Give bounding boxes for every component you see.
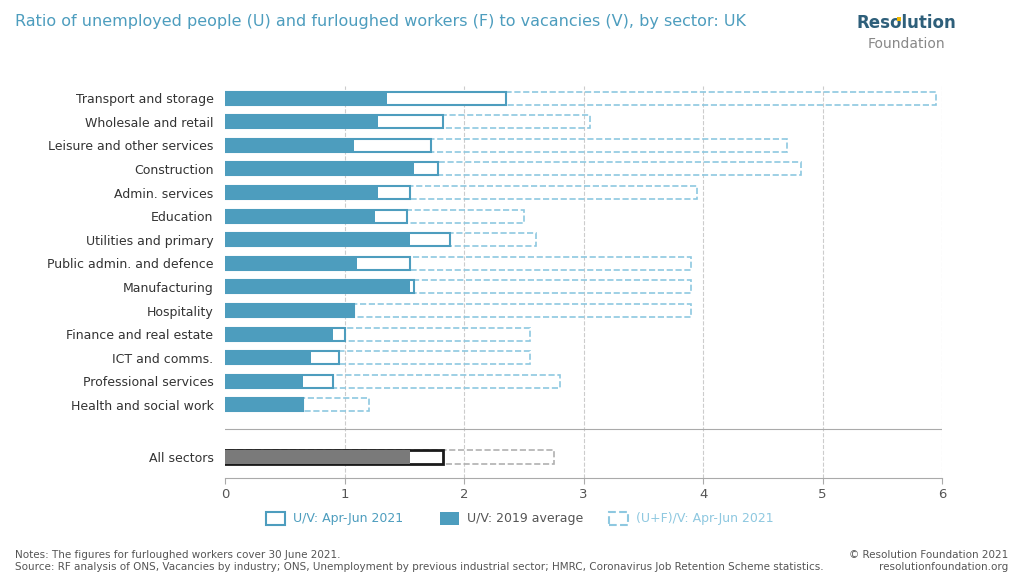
Bar <box>225 257 356 270</box>
Bar <box>225 257 411 270</box>
Bar <box>225 257 691 270</box>
Text: U/V: Apr-Jun 2021: U/V: Apr-Jun 2021 <box>293 512 403 525</box>
Bar <box>225 115 590 128</box>
Bar <box>225 328 345 340</box>
Bar <box>225 162 801 176</box>
Bar <box>225 450 442 464</box>
Bar <box>225 139 354 152</box>
Bar <box>225 210 524 223</box>
Bar <box>225 233 450 247</box>
Bar <box>225 281 414 293</box>
Bar <box>225 328 333 340</box>
Bar <box>225 304 354 317</box>
Bar <box>225 399 303 411</box>
Bar <box>225 210 407 223</box>
Bar <box>225 115 442 128</box>
Bar <box>225 450 554 464</box>
Bar <box>225 399 303 411</box>
Bar <box>225 328 530 340</box>
Bar <box>225 351 311 364</box>
Bar <box>225 210 375 223</box>
Bar <box>225 186 378 199</box>
Bar <box>225 186 411 199</box>
Text: (U+F)/V: Apr-Jun 2021: (U+F)/V: Apr-Jun 2021 <box>636 512 773 525</box>
Bar <box>225 399 369 411</box>
Bar <box>225 375 333 388</box>
Bar <box>225 139 431 152</box>
Bar <box>225 139 786 152</box>
Text: Notes: The figures for furloughed workers cover 30 June 2021.
Source: RF analysi: Notes: The figures for furloughed worker… <box>15 550 824 571</box>
Text: Foundation: Foundation <box>867 37 945 51</box>
Bar <box>225 115 378 128</box>
Bar <box>225 351 339 364</box>
Bar <box>225 281 411 293</box>
Bar <box>225 92 936 105</box>
Bar <box>225 304 691 317</box>
Bar <box>225 92 506 105</box>
Bar <box>225 186 697 199</box>
Bar <box>225 162 438 176</box>
Text: Ratio of unemployed people (U) and furloughed workers (F) to vacancies (V), by s: Ratio of unemployed people (U) and furlo… <box>15 14 746 29</box>
Bar <box>225 375 303 388</box>
Bar <box>225 375 560 388</box>
Bar <box>225 351 530 364</box>
Bar <box>225 304 354 317</box>
Bar <box>225 281 691 293</box>
Text: Resolution: Resolution <box>856 14 956 32</box>
Bar <box>225 92 387 105</box>
Text: © Resolution Foundation 2021
resolutionfoundation.org: © Resolution Foundation 2021 resolutionf… <box>849 550 1009 571</box>
Bar <box>225 450 411 464</box>
Bar <box>225 233 411 247</box>
Bar <box>225 233 536 247</box>
Bar <box>225 162 414 176</box>
Text: U/V: 2019 average: U/V: 2019 average <box>467 512 584 525</box>
